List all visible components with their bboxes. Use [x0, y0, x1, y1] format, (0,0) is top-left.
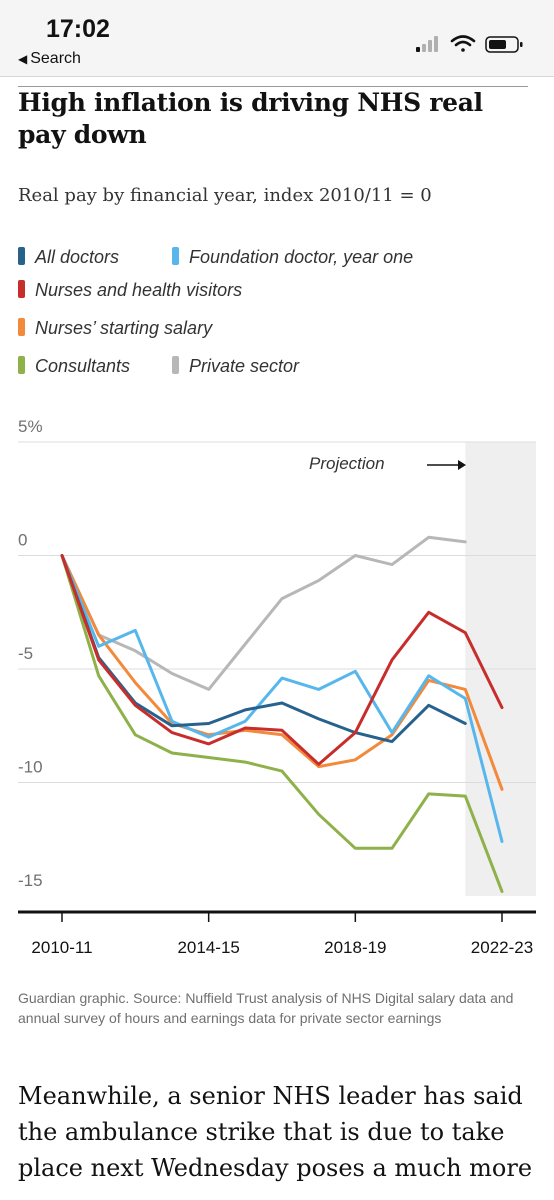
- legend-item-nurses-health-visitors: Nurses and health visitors: [18, 280, 242, 301]
- y-tick-label: 0: [18, 531, 27, 550]
- legend-swatch: [18, 280, 25, 298]
- status-time: 17:02: [46, 15, 110, 43]
- legend-swatch: [172, 247, 179, 265]
- status-bar: 17:02 ◀ Search: [0, 0, 554, 77]
- wifi-icon: [450, 35, 476, 52]
- legend-label: Foundation doctor, year one: [189, 247, 414, 267]
- legend-label: Nurses and health visitors: [35, 280, 243, 300]
- x-tick-label: 2014-15: [177, 938, 239, 957]
- x-tick-label: 2010-11: [31, 938, 92, 957]
- y-tick-label: -5: [18, 644, 33, 663]
- back-label: Search: [30, 50, 81, 67]
- series-line-foundation-doctor-year-one: [60, 554, 504, 843]
- x-tick-label: 2018-19: [324, 938, 386, 957]
- chart-subtitle: Real pay by financial year, index 2010/1…: [18, 185, 432, 206]
- back-to-search-link[interactable]: ◀ Search: [18, 50, 81, 68]
- legend-item-all-doctors: All doctors: [18, 247, 119, 268]
- y-tick-label: -10: [18, 758, 43, 777]
- legend-label: All doctors: [35, 247, 120, 267]
- y-axis-labels: 5% 0 -5 -10 -15: [18, 417, 43, 890]
- series-line-consultants: [60, 554, 504, 893]
- projection-label: Projection: [309, 454, 385, 473]
- x-tick-label: 2022-23: [471, 938, 533, 957]
- y-tick-label: -15: [18, 871, 43, 890]
- line-chart: 5%0-5-10-15 Projection 2010-11 2014-15 201…: [18, 417, 536, 957]
- legend-swatch: [18, 356, 25, 374]
- projection-annotation: Projection: [309, 454, 466, 473]
- legend-swatch: [18, 247, 25, 265]
- legend-item-consultants: Consultants: [18, 356, 130, 377]
- legend-label: Nurses’ starting salary: [35, 318, 213, 338]
- projection-arrowhead: [458, 460, 466, 470]
- series-line-private-sector: [60, 535, 467, 691]
- legend-swatch: [18, 318, 25, 336]
- x-axis-ticks: 2010-11 2014-15 2018-19 2022-23: [31, 912, 533, 957]
- status-icons: [416, 35, 523, 53]
- back-chevron-icon: ◀: [18, 52, 28, 66]
- series-line-nurses-starting-salary: [60, 554, 504, 791]
- legend-label: Consultants: [35, 356, 131, 376]
- legend-swatch: [172, 356, 179, 374]
- chart-source-note: Guardian graphic. Source: Nuffield Trust…: [18, 990, 514, 1026]
- legend-label: Private sector: [189, 356, 300, 376]
- article-paragraph: Meanwhile, a senior NHS leader has said …: [18, 1082, 533, 1182]
- battery-icon: [485, 36, 523, 53]
- legend-item-private-sector: Private sector: [172, 356, 299, 377]
- series-line-nurses-and-health-visitors: [60, 554, 504, 766]
- cellular-signal-icon: [416, 36, 438, 52]
- legend-item-foundation-doctor: Foundation doctor, year one: [172, 247, 413, 268]
- data-series: [60, 535, 504, 893]
- legend-item-nurses-starting-salary: Nurses’ starting salary: [18, 318, 212, 339]
- y-tick-label: 5%: [18, 417, 43, 436]
- grid-lines: [18, 441, 536, 783]
- chart-headline: High inflation is driving NHS real pay d…: [18, 86, 528, 151]
